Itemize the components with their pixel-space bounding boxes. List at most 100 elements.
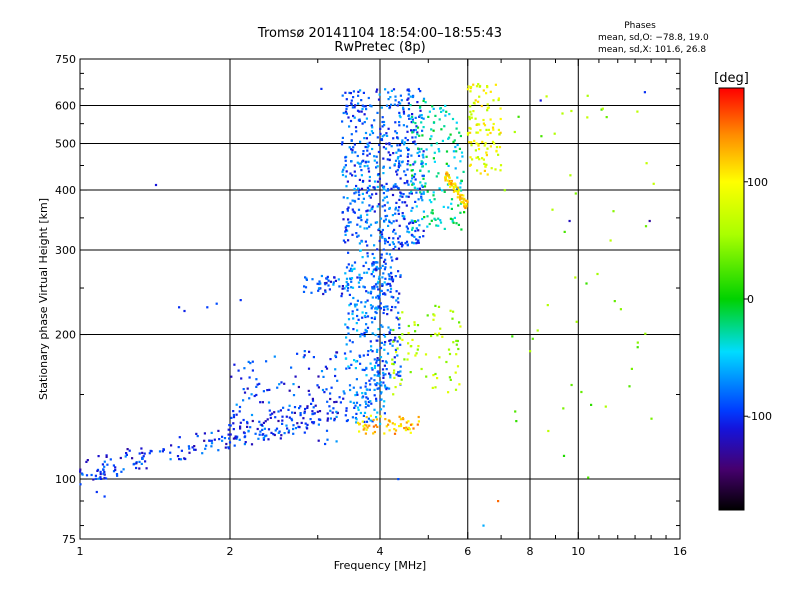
- echo-point: [352, 328, 355, 331]
- echo-point: [356, 314, 359, 318]
- echo-point: [396, 104, 399, 107]
- echo-point: [376, 248, 379, 251]
- echo-point: [217, 429, 220, 432]
- echo-point: [370, 307, 373, 310]
- echo-point: [195, 432, 198, 435]
- echo-point: [439, 327, 442, 330]
- echo-point: [347, 116, 350, 119]
- echo-point: [250, 413, 254, 417]
- echo-point: [403, 170, 406, 173]
- echo-point: [201, 452, 204, 455]
- echo-point: [386, 158, 389, 161]
- echo-point: [378, 93, 381, 96]
- echo-point: [304, 286, 308, 289]
- echo-point: [377, 150, 380, 154]
- echo-point: [392, 296, 395, 299]
- echo-point: [350, 280, 353, 283]
- echo-point: [335, 415, 338, 418]
- echo-point: [413, 323, 416, 326]
- echo-point: [373, 256, 376, 260]
- echo-point: [475, 142, 478, 145]
- echo-point: [290, 419, 294, 422]
- echo-point: [366, 209, 369, 212]
- echo-point: [396, 144, 399, 147]
- echo-point: [407, 97, 410, 100]
- echo-point: [380, 398, 383, 401]
- echo-point: [271, 412, 274, 415]
- echo-point: [283, 432, 286, 435]
- echo-point: [354, 305, 357, 308]
- echo-point: [281, 419, 284, 422]
- echo-point: [379, 217, 383, 220]
- echo-point: [371, 420, 374, 423]
- echo-point: [250, 393, 253, 396]
- echo-point: [376, 425, 379, 428]
- echo-point: [345, 280, 348, 284]
- echo-point: [453, 185, 456, 189]
- echo-point: [388, 429, 391, 432]
- echo-point: [477, 143, 480, 146]
- echo-point: [398, 415, 401, 418]
- echo-point: [382, 172, 385, 175]
- echo-point: [306, 423, 309, 426]
- echo-point: [306, 406, 309, 409]
- echo-point: [409, 371, 412, 374]
- echo-point: [459, 160, 462, 163]
- echo-point: [292, 427, 295, 431]
- echo-point: [260, 423, 263, 427]
- echo-point: [406, 155, 409, 158]
- echo-point: [408, 222, 411, 225]
- echo-point: [345, 224, 348, 228]
- echo-point: [551, 208, 554, 211]
- echo-point: [351, 312, 354, 316]
- echo-point: [450, 198, 454, 201]
- echo-point: [395, 132, 398, 135]
- echo-point: [365, 396, 368, 399]
- echo-point: [311, 421, 314, 424]
- echo-point: [345, 409, 348, 412]
- echo-point: [391, 344, 394, 347]
- echo-point: [376, 348, 379, 351]
- echo-point: [366, 326, 370, 329]
- echo-point: [376, 411, 379, 414]
- echo-point: [341, 94, 344, 97]
- echo-point: [394, 212, 397, 215]
- echo-point: [354, 360, 358, 363]
- echo-point: [264, 420, 267, 423]
- phase-stats-x-mode: mean, sd,X: 101.6, 26.8: [598, 45, 707, 55]
- echo-point: [364, 406, 367, 409]
- echo-point: [392, 152, 395, 155]
- echo-point: [346, 326, 349, 329]
- echo-point: [545, 95, 548, 98]
- echo-point: [266, 418, 269, 421]
- echo-point: [246, 425, 249, 428]
- echo-point: [402, 110, 405, 113]
- echo-point: [366, 244, 369, 247]
- echo-point: [246, 422, 249, 425]
- echo-point: [246, 420, 249, 424]
- echo-point: [188, 451, 191, 454]
- echo-point: [494, 83, 497, 86]
- echo-point: [352, 96, 355, 99]
- echo-point: [367, 291, 370, 294]
- echo-point: [437, 172, 440, 175]
- echo-point: [366, 404, 370, 407]
- echo-point: [135, 466, 138, 470]
- echo-point: [310, 402, 313, 405]
- echo-point: [102, 472, 105, 475]
- echo-point: [95, 490, 98, 494]
- echo-point: [356, 329, 359, 332]
- echo-point: [363, 137, 366, 140]
- echo-point: [394, 121, 397, 124]
- echo-point: [444, 114, 447, 117]
- echo-point: [375, 221, 379, 224]
- echo-point: [281, 415, 284, 418]
- x-tick-label: 4: [377, 545, 384, 558]
- echo-point: [467, 85, 470, 88]
- echo-point: [367, 350, 370, 353]
- echo-point: [368, 152, 371, 155]
- echo-point: [369, 209, 372, 212]
- echo-point: [456, 191, 460, 194]
- echo-point: [405, 421, 408, 424]
- echo-point: [421, 199, 424, 202]
